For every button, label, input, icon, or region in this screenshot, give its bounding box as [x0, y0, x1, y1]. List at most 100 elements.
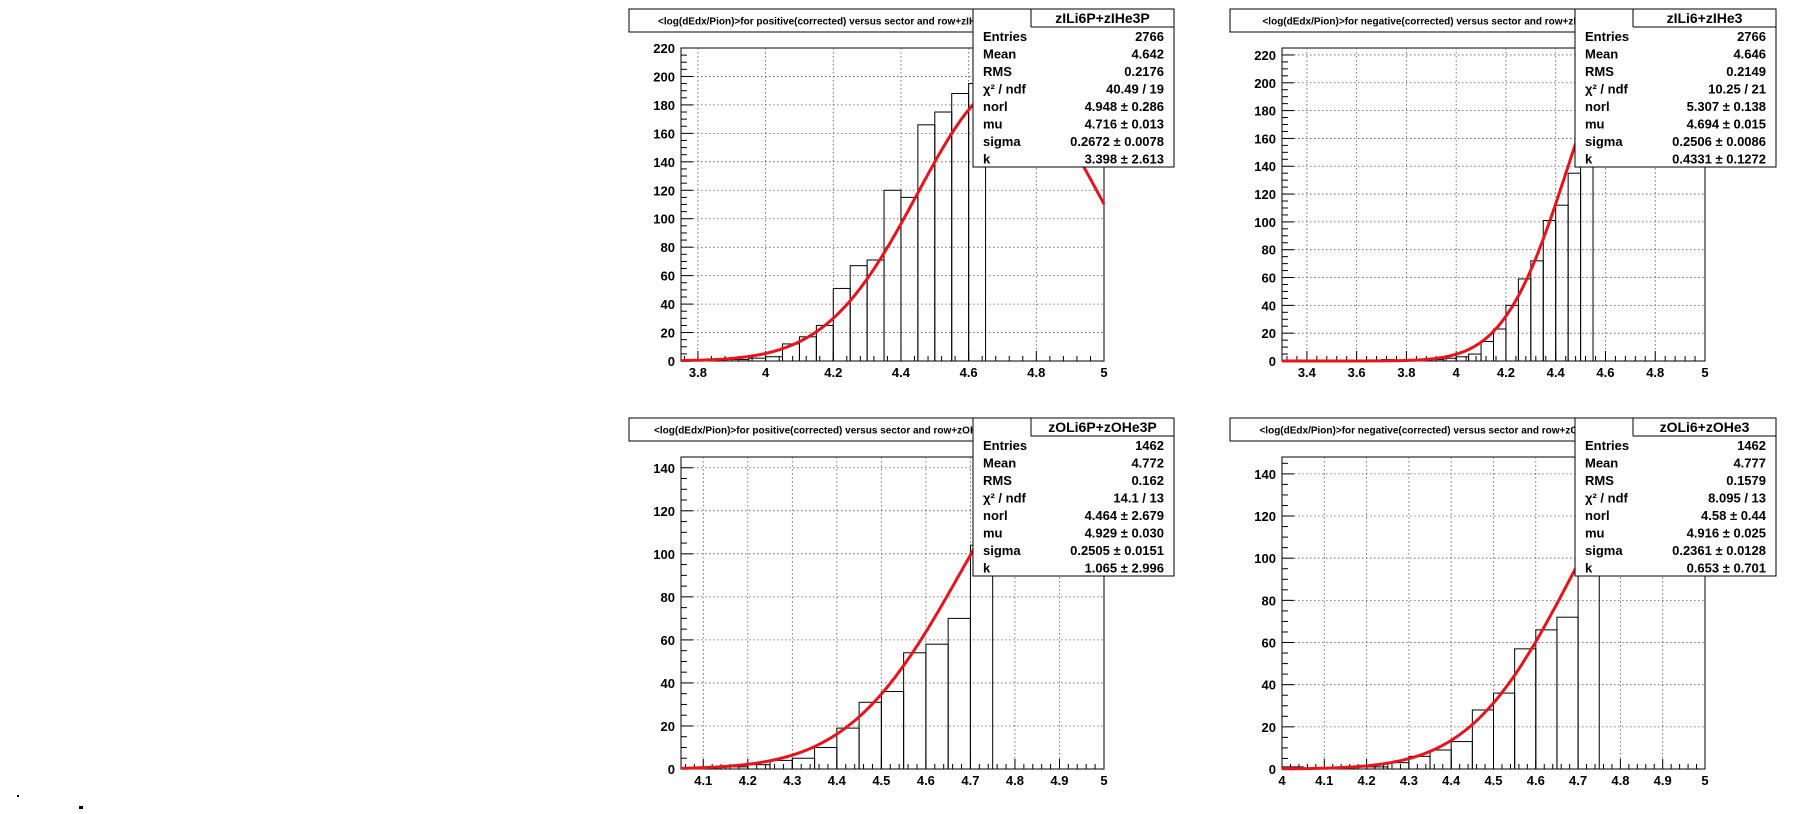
stats-value: 1462 [1135, 438, 1164, 453]
stats-label: k [983, 152, 991, 167]
x-tick-label: 3.4 [1298, 365, 1317, 380]
stats-label: Entries [1585, 438, 1629, 453]
y-tick-label: 60 [661, 269, 675, 284]
x-axis: 4.1 4.2 4.3 4.4 4.5 4.6 4.7 4.8 4.9 5 [684, 759, 1108, 788]
x-axis: 3.4 3.6 3.8 4 4.2 4.4 4.6 4.8 5 [1286, 351, 1709, 380]
x-tick-label: 5 [1100, 365, 1107, 380]
stats-value: 0.2505 ± 0.0151 [1070, 543, 1164, 558]
stats-label: RMS [1585, 64, 1614, 79]
stats-value: 0.2176 [1124, 64, 1164, 79]
y-tick-label: 0 [668, 354, 675, 369]
stats-label: mu [983, 526, 1003, 541]
histogram-panel-2: 0 20 40 60 80 100 120 140 160 180 200 220 3.4 3.6 3.8 4… [1229, 8, 1777, 380]
y-tick-label: 80 [1262, 593, 1276, 608]
stats-value: 4.929 ± 0.030 [1085, 526, 1164, 541]
x-tick-label: 5 [1701, 365, 1708, 380]
stats-label: χ² / ndf [983, 491, 1027, 506]
stats-value: 4.694 ± 0.015 [1687, 117, 1766, 132]
y-tick-label: 60 [1262, 271, 1276, 286]
stats-box: zOLi6+zOHe3 Entries 1462 Mean 4.777 RMS 0.1579… [1574, 417, 1777, 577]
stats-label: χ² / ndf [1585, 491, 1629, 506]
y-tick-label: 140 [653, 461, 675, 476]
fit-curve [1282, 517, 1605, 771]
y-tick-label: 220 [1254, 48, 1276, 63]
x-tick-label: 4.8 [1646, 365, 1664, 380]
x-tick-label: 4.7 [1569, 773, 1587, 788]
stats-value: 1.065 ± 2.996 [1085, 561, 1164, 576]
stats-value: 1462 [1737, 438, 1766, 453]
y-axis: 0 20 40 60 80 100 120 140 160 180 200 220 [653, 41, 693, 369]
stats-value: 4.646 [1733, 47, 1766, 62]
stats-value: 4.58 ± 0.44 [1701, 508, 1767, 523]
stats-label: k [1585, 152, 1593, 167]
stats-label: Mean [983, 47, 1016, 62]
stats-value: 0.162 [1131, 473, 1164, 488]
y-axis: 0 20 40 60 80 100 120 140 [1254, 462, 1294, 777]
y-tick-label: 40 [661, 297, 675, 312]
y-tick-label: 140 [653, 155, 675, 170]
y-tick-label: 160 [653, 126, 675, 141]
stats-label: k [983, 561, 991, 576]
stats-title: zILi6+zIHe3 [1667, 10, 1743, 26]
stats-label: sigma [983, 543, 1021, 558]
stats-frame [1574, 417, 1777, 577]
histogram-panel-4: 0 20 40 60 80 100 120 140 4 4.1 4.2 4.3 4.4 4.5 4.6 4.7… [1229, 417, 1777, 788]
stats-label: norl [1585, 99, 1610, 114]
x-tick-label: 4 [762, 365, 770, 380]
histogram-title: <log(dEdx/Pion)>for positive(corrected) … [654, 426, 995, 437]
x-tick-label: 4.4 [1442, 773, 1461, 788]
y-axis: 0 20 40 60 80 100 120 140 160 180 200 220 [1254, 47, 1294, 369]
stats-value: 0.2361 ± 0.0128 [1672, 543, 1766, 558]
y-tick-label: 20 [661, 326, 675, 341]
stats-title: zILi6P+zIHe3P [1055, 10, 1150, 26]
stats-value: 4.642 [1131, 47, 1164, 62]
y-tick-label: 0 [1269, 762, 1276, 777]
stats-label: sigma [1585, 134, 1623, 149]
stats-value: 0.1579 [1726, 473, 1766, 488]
y-tick-label: 40 [1262, 298, 1276, 313]
histogram-title: <log(dEdx/Pion)>for positive(corrected) … [658, 17, 994, 28]
x-tick-label: 4.5 [872, 773, 890, 788]
stats-value: 0.653 ± 0.701 [1687, 561, 1766, 576]
stats-value: 4.948 ± 0.286 [1085, 99, 1164, 114]
x-tick-label: 4.5 [1484, 773, 1502, 788]
x-tick-label: 4.8 [1611, 773, 1629, 788]
y-tick-label: 120 [1254, 187, 1276, 202]
stats-box: zOLi6P+zOHe3P Entries 1462 Mean 4.772 RMS 0.16… [972, 417, 1175, 577]
histogram-title: <log(dEdx/Pion)>for negative(corrected) … [1262, 17, 1594, 28]
stats-label: χ² / ndf [983, 82, 1027, 97]
x-tick-label: 4.6 [1527, 773, 1545, 788]
y-tick-label: 100 [653, 212, 675, 227]
fit-curve [681, 509, 999, 770]
y-tick-label: 100 [653, 547, 675, 562]
stats-value: 40.49 / 19 [1106, 82, 1164, 97]
stats-label: RMS [983, 64, 1012, 79]
stats-value: 4.772 [1131, 456, 1164, 471]
stats-value: 4.716 ± 0.013 [1085, 117, 1164, 132]
stats-box: zILi6+zIHe3 Entries 2766 Mean 4.646 RMS 0.2149… [1574, 8, 1777, 168]
x-tick-label: 3.8 [689, 365, 707, 380]
stats-label: mu [983, 117, 1003, 132]
y-tick-label: 160 [1254, 131, 1276, 146]
stats-title: zOLi6+zOHe3 [1660, 419, 1750, 435]
stats-value: 0.2506 ± 0.0086 [1672, 134, 1766, 149]
y-tick-label: 200 [653, 69, 675, 84]
stats-label: Entries [983, 438, 1027, 453]
x-tick-label: 4.2 [1358, 773, 1376, 788]
x-tick-label: 4.6 [917, 773, 935, 788]
x-tick-label: 4.2 [1497, 365, 1515, 380]
stats-label: mu [1585, 117, 1605, 132]
stats-frame [1574, 8, 1777, 168]
y-tick-label: 80 [1262, 243, 1276, 258]
stray-mark [17, 795, 19, 797]
y-tick-label: 140 [1254, 159, 1276, 174]
histogram-title-box: <log(dEdx/Pion)>for positive(corrected) … [628, 8, 1024, 33]
x-tick-label: 4.4 [828, 773, 847, 788]
stray-mark [79, 806, 83, 809]
histogram-title-box: <log(dEdx/Pion)>for positive(corrected) … [628, 417, 1021, 442]
stats-value: 0.2149 [1726, 64, 1766, 79]
x-tick-label: 4.2 [739, 773, 757, 788]
y-tick-label: 120 [653, 504, 675, 519]
